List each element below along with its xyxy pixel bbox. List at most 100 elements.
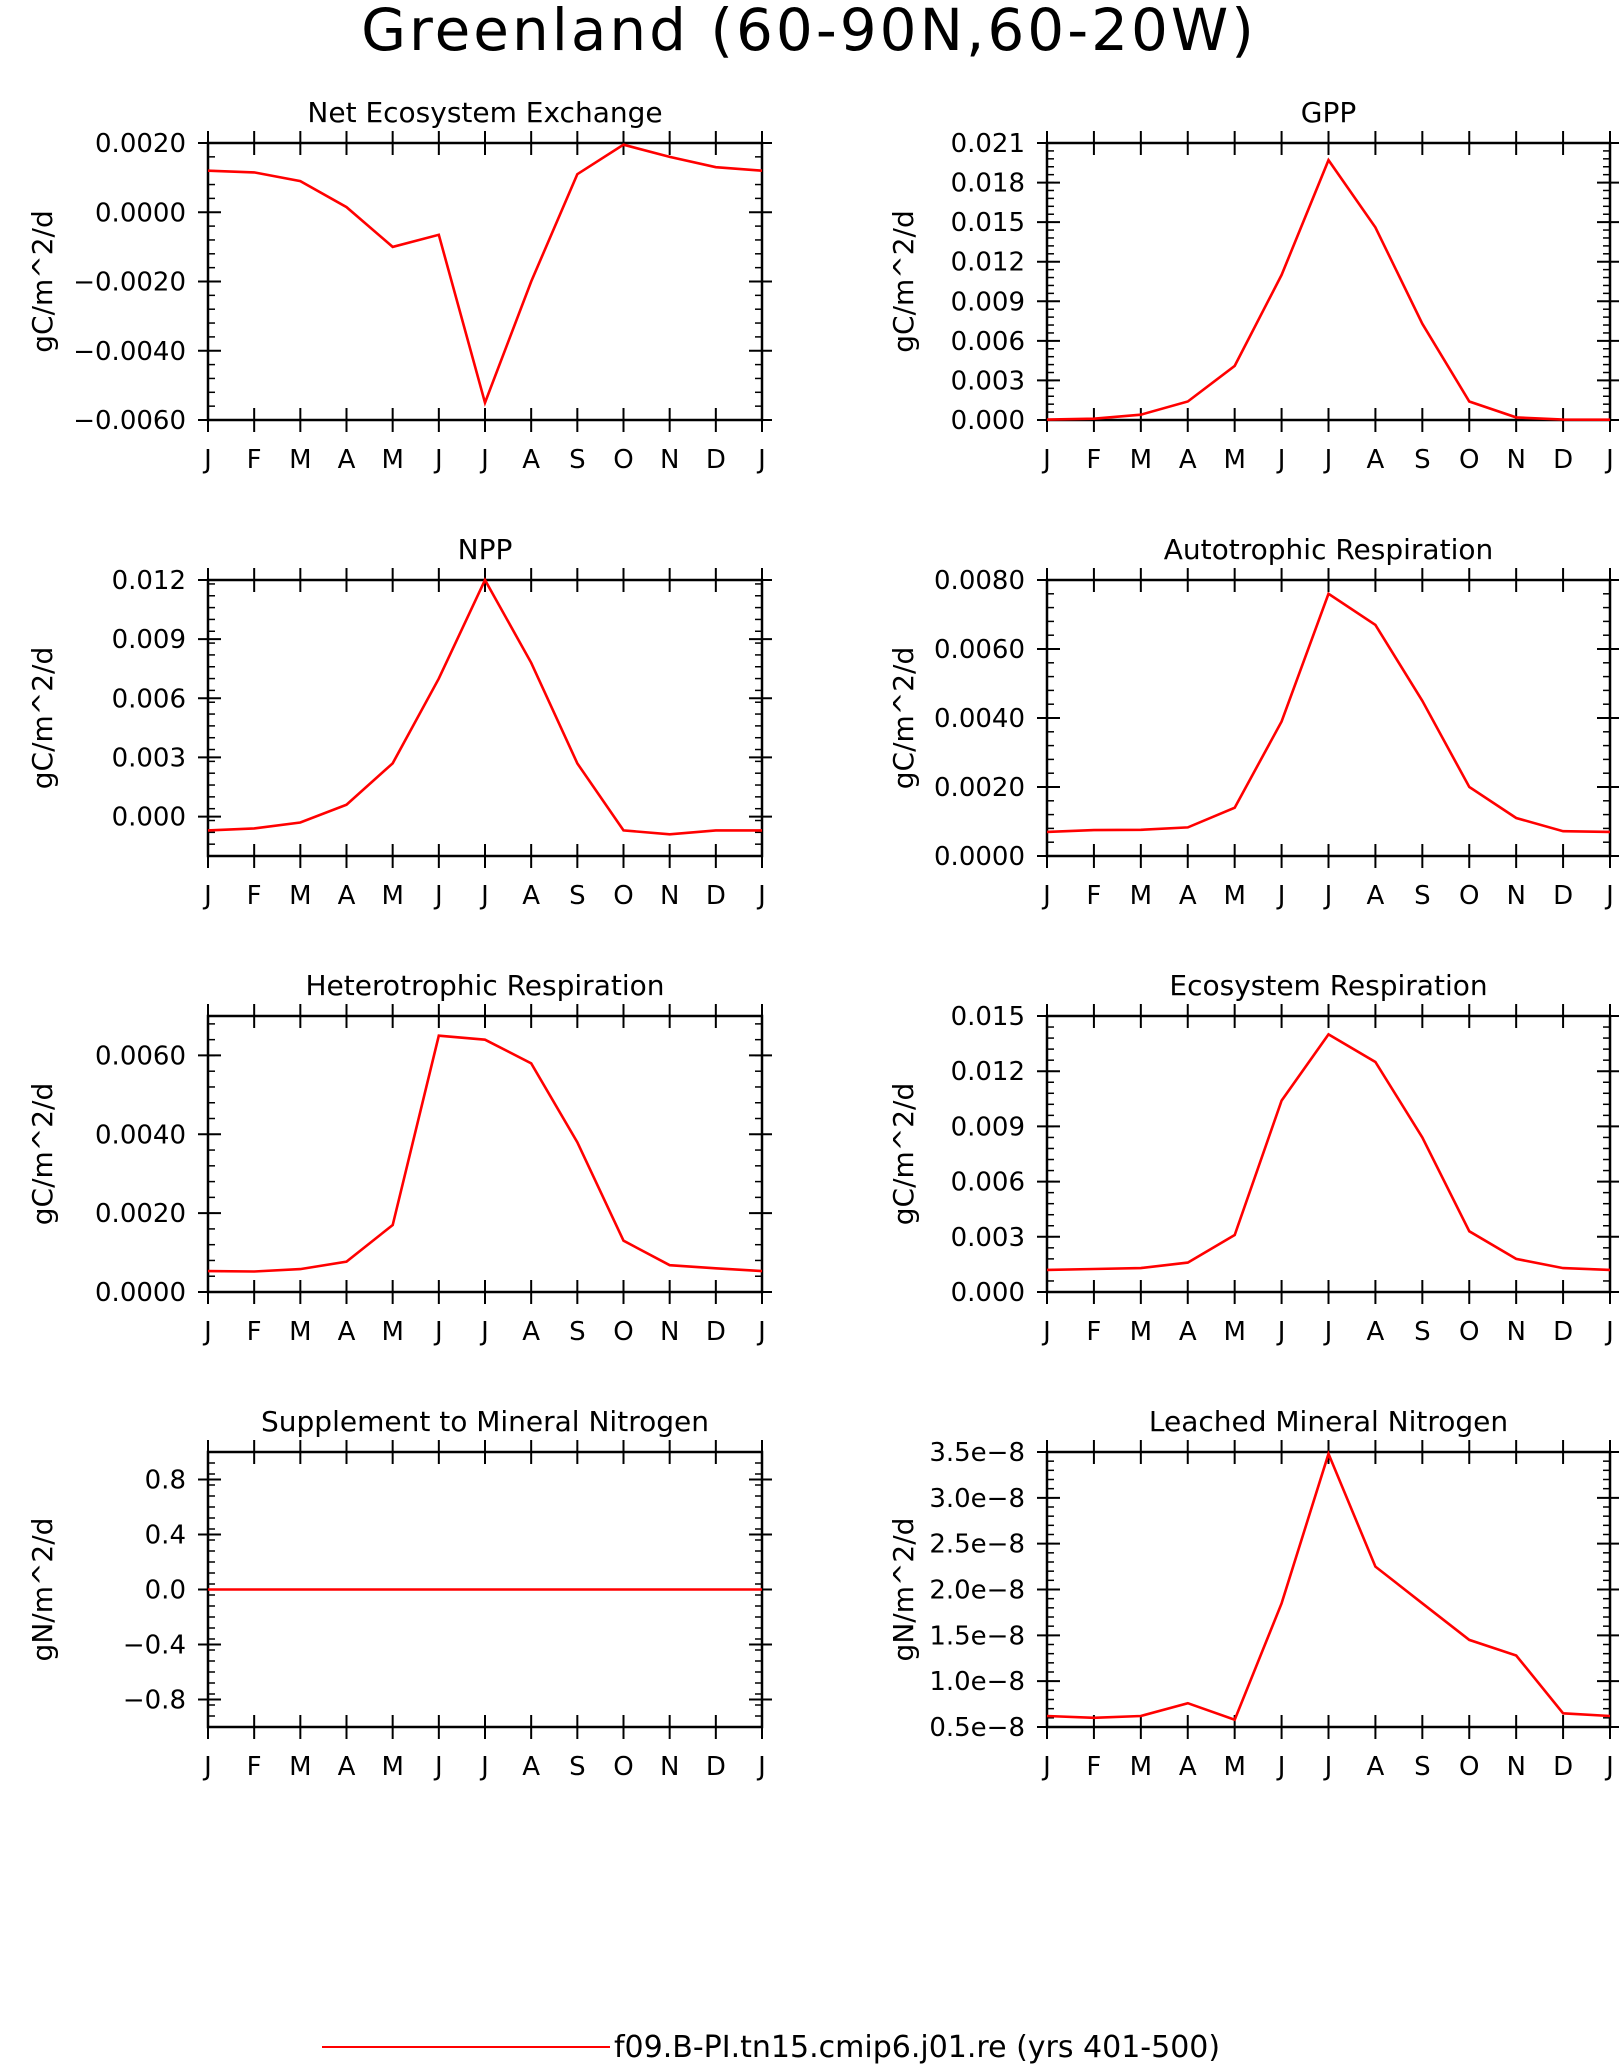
y-tick-label: 0.0 — [145, 1576, 186, 1606]
y-tick-label: 3.0e−8 — [929, 1484, 1025, 1514]
panel-title: Leached Mineral Nitrogen — [1149, 1405, 1508, 1438]
x-tick-label: M — [1130, 881, 1152, 911]
panel-5: J F M A M J J A S O N D J0.00000.00200.00400.0060Het… — [26, 969, 772, 1347]
y-tick-label: −0.8 — [123, 1686, 186, 1716]
series-line — [1046, 1032, 1611, 1272]
x-tick-label: N — [1506, 881, 1525, 911]
x-tick-label: N — [660, 1317, 679, 1347]
panel-6: J F M A M J J A S O N D J0.0000.0030.0060.0090.0120.… — [887, 969, 1619, 1347]
x-tick-label: N — [1506, 1752, 1525, 1782]
x-tick-label: S — [1414, 881, 1431, 911]
x-tick-label: J — [1604, 1752, 1614, 1782]
panel-title: Heterotrophic Respiration — [306, 969, 665, 1002]
y-tick-label: 0.003 — [951, 1223, 1025, 1253]
y-tick-label: 0.012 — [112, 566, 186, 596]
y-tick-label: 0.009 — [951, 287, 1025, 317]
y-tick-label: 0.003 — [112, 743, 186, 773]
x-tick-label: J — [1041, 445, 1051, 475]
y-tick-label: 0.0000 — [95, 1278, 186, 1308]
x-tick-label: J — [1323, 445, 1333, 475]
x-tick-label: J — [479, 1752, 489, 1782]
x-tick-label: J — [1604, 445, 1614, 475]
x-tick-label: N — [1506, 1317, 1525, 1347]
y-tick-label: 0.009 — [951, 1112, 1025, 1142]
y-axis-label: gN/m^2/d — [26, 1518, 59, 1662]
y-axis-label: gN/m^2/d — [887, 1518, 920, 1662]
x-tick-label: O — [613, 445, 633, 475]
x-tick-label: N — [660, 881, 679, 911]
x-tick-label: J — [479, 1317, 489, 1347]
x-tick-label: J — [202, 445, 212, 475]
plot-frame — [1045, 141, 1612, 422]
y-tick-label: 0.006 — [951, 327, 1025, 357]
y-tick-label: −0.0060 — [73, 406, 186, 436]
y-tick-label: 0.012 — [951, 1057, 1025, 1087]
x-tick-label: J — [1276, 1752, 1286, 1782]
x-tick-label: M — [1130, 1317, 1152, 1347]
y-tick-label: 0.0080 — [934, 566, 1025, 596]
x-tick-label: J — [1323, 1752, 1333, 1782]
x-tick-label: N — [660, 445, 679, 475]
x-tick-label: F — [1086, 1317, 1101, 1347]
x-tick-label: J — [1276, 1317, 1286, 1347]
y-tick-label: 0.009 — [112, 625, 186, 655]
x-tick-label: J — [1604, 1317, 1614, 1347]
panel-4: J F M A M J J A S O N D J0.00000.00200.00400.00600.0… — [887, 533, 1619, 911]
x-tick-label: O — [613, 881, 633, 911]
x-tick-label: F — [247, 881, 262, 911]
y-tick-label: −0.0020 — [73, 268, 186, 298]
y-tick-label: 2.5e−8 — [929, 1530, 1025, 1560]
y-tick-label: 3.5e−8 — [929, 1438, 1025, 1468]
x-tick-label: J — [756, 1752, 766, 1782]
x-tick-label: F — [247, 1317, 262, 1347]
series-line — [207, 143, 763, 407]
series-line — [1046, 1450, 1611, 1722]
series-line — [207, 1034, 763, 1273]
x-tick-label: M — [289, 445, 311, 475]
y-tick-label: 2.0e−8 — [929, 1576, 1025, 1606]
y-axis-label: gC/m^2/d — [26, 647, 59, 790]
x-tick-label: J — [202, 881, 212, 911]
y-tick-label: −0.0040 — [73, 337, 186, 367]
y-tick-label: 0.006 — [112, 684, 186, 714]
x-tick-label: D — [1553, 881, 1573, 911]
panel-title: Ecosystem Respiration — [1169, 969, 1487, 1002]
x-tick-label: M — [381, 445, 403, 475]
x-tick-label: A — [1367, 881, 1385, 911]
panel-3: J F M A M J J A S O N D J0.0000.0030.0060.0090.012NP… — [26, 533, 772, 911]
plot-frame — [1045, 1014, 1612, 1294]
x-tick-label: F — [247, 1752, 262, 1782]
x-tick-label: N — [660, 1752, 679, 1782]
y-tick-label: 1.5e−8 — [929, 1621, 1025, 1651]
legend-label: f09.B-PI.tn15.cmip6.j01.re (yrs 401-500) — [614, 2030, 1220, 2065]
x-tick-label: A — [338, 445, 356, 475]
y-tick-label: 0.0060 — [934, 635, 1025, 665]
panel-8: J F M A M J J A S O N D J0.5e−81.0e−81.5e−82.0e−82.5… — [887, 1405, 1619, 1782]
x-tick-label: O — [613, 1317, 633, 1347]
plot-frame — [206, 141, 764, 422]
x-tick-label: M — [1223, 881, 1245, 911]
x-tick-label: A — [522, 1752, 540, 1782]
x-tick-label: J — [433, 881, 443, 911]
y-tick-label: 0.015 — [951, 208, 1025, 238]
x-tick-label: O — [1459, 1317, 1479, 1347]
x-tick-label: O — [1459, 881, 1479, 911]
y-tick-label: 0.0000 — [95, 198, 186, 228]
y-tick-label: 0.0040 — [95, 1120, 186, 1150]
x-tick-label: F — [1086, 445, 1101, 475]
x-tick-label: A — [338, 1752, 356, 1782]
x-tick-label: S — [569, 445, 586, 475]
x-tick-label: M — [289, 1317, 311, 1347]
x-tick-label: M — [1223, 1752, 1245, 1782]
y-tick-label: 0.5e−8 — [929, 1713, 1025, 1743]
x-tick-label: J — [479, 445, 489, 475]
x-tick-label: M — [381, 881, 403, 911]
x-tick-label: S — [569, 881, 586, 911]
plot-frame — [1045, 1450, 1612, 1729]
x-tick-label: J — [756, 1317, 766, 1347]
y-tick-label: 0.003 — [951, 366, 1025, 396]
x-tick-label: D — [706, 1752, 726, 1782]
x-tick-label: J — [1041, 1317, 1051, 1347]
y-axis-label: gC/m^2/d — [887, 1083, 920, 1226]
plot-frame — [206, 578, 764, 858]
